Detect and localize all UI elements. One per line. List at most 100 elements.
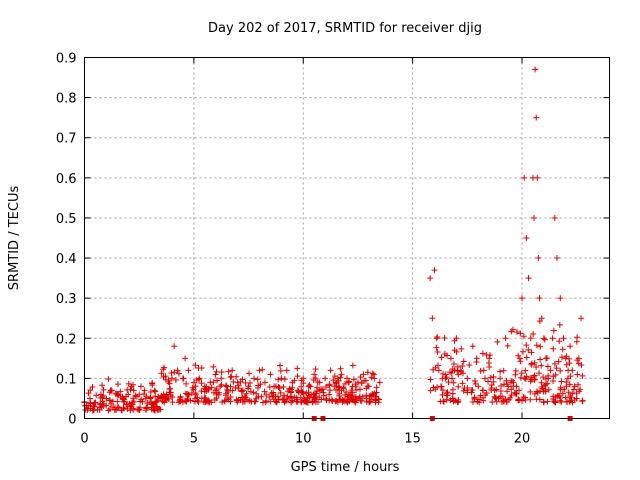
data-point xyxy=(317,386,324,393)
data-point xyxy=(564,375,571,382)
data-point xyxy=(279,396,286,403)
data-point xyxy=(438,383,445,390)
data-point xyxy=(544,380,551,387)
data-point xyxy=(277,389,284,396)
data-point xyxy=(346,378,353,385)
data-point xyxy=(327,387,334,394)
data-point xyxy=(557,384,564,391)
data-point xyxy=(532,66,539,73)
data-point xyxy=(567,343,574,350)
data-point xyxy=(527,378,534,385)
y-tick-label: 0.8 xyxy=(56,92,77,107)
data-point xyxy=(547,367,554,374)
data-point xyxy=(497,388,504,395)
data-point xyxy=(331,383,338,390)
data-point xyxy=(123,401,130,408)
data-point xyxy=(127,386,134,393)
data-point xyxy=(533,363,540,370)
data-point xyxy=(480,367,487,374)
data-point xyxy=(372,393,379,400)
data-point xyxy=(141,387,148,394)
data-point xyxy=(100,403,107,410)
y-tick-label: 0.2 xyxy=(56,332,77,347)
data-point xyxy=(336,390,343,397)
data-point xyxy=(245,383,252,390)
data-point xyxy=(503,398,510,405)
data-point xyxy=(128,383,135,390)
data-point xyxy=(137,398,144,405)
data-point xyxy=(206,399,213,406)
data-point xyxy=(469,343,476,350)
data-point xyxy=(434,333,441,340)
data-point xyxy=(108,387,115,394)
data-point xyxy=(192,383,199,390)
data-point xyxy=(303,390,310,397)
data-point xyxy=(118,407,125,414)
data-point xyxy=(198,380,205,387)
data-point xyxy=(533,396,540,403)
data-point xyxy=(100,386,107,393)
data-point xyxy=(195,365,202,372)
data-point xyxy=(560,335,567,342)
plot-frame xyxy=(84,57,610,419)
data-point xyxy=(261,379,268,386)
data-point xyxy=(301,397,308,404)
data-point xyxy=(189,384,196,391)
data-point xyxy=(459,362,466,369)
data-point xyxy=(519,295,525,302)
data-point xyxy=(460,358,467,365)
data-point xyxy=(267,371,274,378)
data-point xyxy=(566,360,573,367)
data-point xyxy=(433,344,440,351)
data-point xyxy=(432,386,439,393)
data-point xyxy=(92,399,99,406)
data-point xyxy=(493,398,500,405)
data-point xyxy=(344,397,351,404)
data-point xyxy=(355,395,362,402)
data-point xyxy=(275,376,282,383)
y-tick-label: 0.3 xyxy=(56,292,77,307)
data-point xyxy=(205,385,212,392)
data-point xyxy=(517,330,524,337)
data-point xyxy=(240,387,247,394)
data-point xyxy=(163,391,170,398)
data-point xyxy=(192,390,199,397)
data-point xyxy=(356,386,363,393)
data-point xyxy=(460,387,467,394)
data-point xyxy=(124,406,131,413)
y-tick-label: 0.4 xyxy=(56,252,77,267)
data-point xyxy=(221,398,228,405)
data-point xyxy=(349,383,356,390)
data-point xyxy=(251,398,258,405)
data-point xyxy=(87,387,94,394)
data-point xyxy=(450,379,457,386)
data-point xyxy=(229,367,236,374)
data-point xyxy=(175,370,182,377)
data-point xyxy=(343,389,350,396)
data-point xyxy=(507,394,514,401)
data-point xyxy=(267,398,274,405)
data-point xyxy=(544,363,551,370)
data-point xyxy=(502,335,509,342)
data-point xyxy=(106,406,113,413)
data-point xyxy=(342,380,349,387)
data-point xyxy=(259,366,266,373)
data-point xyxy=(294,365,301,372)
data-point xyxy=(294,373,301,380)
data-point xyxy=(230,378,237,385)
data-point xyxy=(364,369,371,376)
data-point xyxy=(234,379,241,386)
data-point xyxy=(508,386,515,393)
data-point xyxy=(550,345,557,352)
data-point xyxy=(528,360,535,367)
data-point xyxy=(331,373,338,380)
data-point xyxy=(566,381,573,388)
data-point xyxy=(263,398,270,405)
data-point xyxy=(326,391,333,398)
data-point xyxy=(300,390,307,397)
data-point xyxy=(277,362,284,369)
data-point xyxy=(522,396,529,403)
data-point xyxy=(570,386,577,393)
data-point xyxy=(246,370,253,377)
